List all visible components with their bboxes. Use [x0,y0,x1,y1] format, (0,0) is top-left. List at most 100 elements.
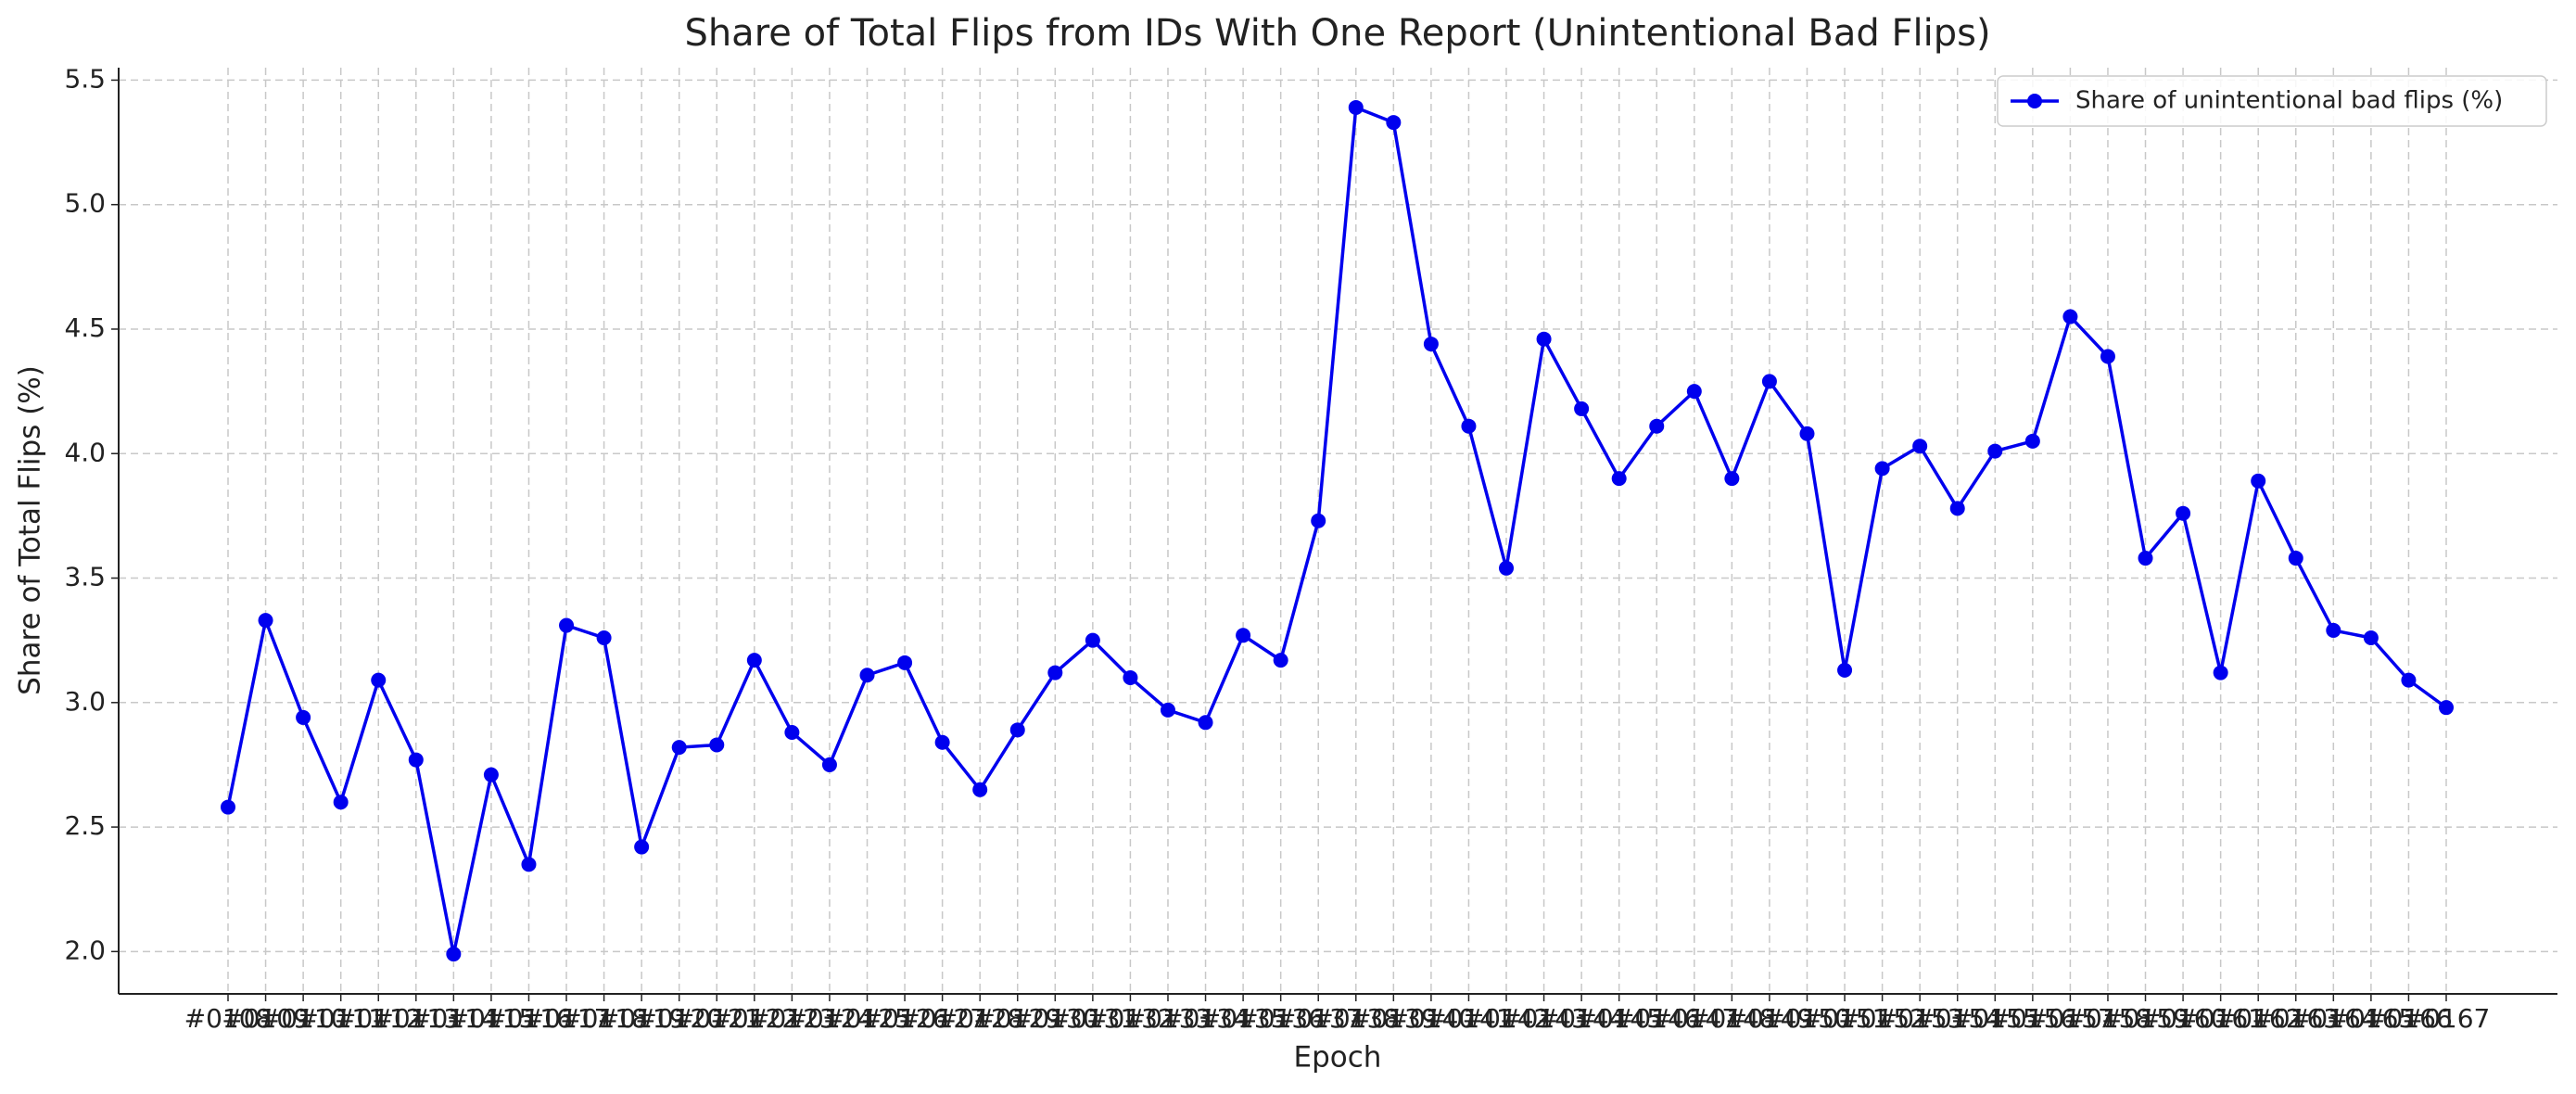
y-tick-label: 2.5 [64,810,106,841]
x-tick-label: #0158 [2064,1003,2152,1034]
x-tick-label: #0118 [560,1003,648,1034]
point [972,782,988,797]
point [2176,505,2191,521]
point [2100,349,2115,364]
x-tick-label: #0145 [1575,1003,1663,1034]
x-tick-label: #0143 [1500,1003,1588,1034]
point [1198,715,1213,731]
y-tick-label: 4.0 [64,437,106,467]
x-tick-label: #0139 [1350,1003,1438,1034]
point [2363,630,2379,645]
x-tick-label: #0113 [372,1003,460,1034]
x-tick-label: #0111 [297,1003,385,1034]
point [1047,665,1063,681]
y-tick-label: 3.0 [64,686,106,717]
point [1574,401,1590,416]
x-tick-label: #0131 [1049,1003,1137,1034]
x-tick-label: #0152 [1838,1003,1926,1034]
point [1123,669,1138,685]
x-tick-label: #0147 [1650,1003,1738,1034]
x-tick-label: #0148 [1688,1003,1776,1034]
point [1837,662,1853,678]
x-tick-label: #0130 [1011,1003,1099,1034]
point [784,725,800,741]
x-tick-label: #0153 [1876,1003,1964,1034]
y-tick-label: 2.0 [64,935,106,965]
point [258,613,273,629]
point [559,617,575,633]
x-tick-label: #0138 [1312,1003,1400,1034]
y-axis-label: Share of Total Flips (%) [14,365,47,695]
point [634,839,650,855]
x-tick-label: #0114 [410,1003,498,1034]
x-tick-label: #0135 [1199,1003,1288,1034]
point [333,795,349,810]
x-tick-label: #0149 [1726,1003,1814,1034]
x-tick-label: #0137 [1275,1003,1363,1034]
x-tick-label: #0132 [1086,1003,1174,1034]
x-tick-label: #0167 [2403,1003,2491,1034]
y-tick-label: 3.5 [64,562,106,592]
x-tick-label: #0142 [1463,1003,1551,1034]
x-tick-label: #0125 [823,1003,911,1034]
x-tick-label: #0124 [786,1003,874,1034]
x-tick-label: #0154 [1913,1003,2001,1034]
x-tick-label: #0166 [2365,1003,2453,1034]
chart-title: Share of Total Flips from IDs With One R… [684,12,1990,55]
x-tick-label: #0129 [973,1003,1061,1034]
x-tick-label: #0115 [448,1003,536,1034]
point [596,630,612,645]
point [746,653,762,668]
point [897,655,913,670]
x-tick-label: #0156 [1988,1003,2076,1034]
point [1874,461,1890,477]
point [1423,337,1439,352]
point [934,734,950,750]
x-tick-label: #0112 [335,1003,423,1034]
x-tick-label: #0122 [710,1003,798,1034]
point [2251,473,2266,489]
point [296,709,311,725]
point [1348,99,1364,115]
point [1724,471,1740,487]
point [2439,700,2454,716]
x-tick-label: #0141 [1425,1003,1513,1034]
x-tick-label: #0136 [1237,1003,1325,1034]
point [2401,672,2417,688]
point [1311,513,1326,528]
point [221,799,235,815]
point [1499,560,1515,576]
point [408,752,424,768]
point [446,947,462,962]
point [2326,622,2341,638]
x-tick-label: #0127 [898,1003,986,1034]
x-tick-label: #0140 [1388,1003,1476,1034]
point [483,767,499,782]
x-tick-label: #0146 [1613,1003,1701,1034]
point [1009,722,1025,738]
point [1386,115,1402,131]
x-tick-label: #0150 [1763,1003,1851,1034]
point [1085,632,1100,648]
x-axis-label: Epoch [1294,1041,1382,1075]
legend-marker [2027,94,2042,108]
y-tick-label: 5.5 [64,63,106,94]
point [371,672,387,688]
point [1536,331,1552,347]
point [1949,501,1965,516]
x-tick-label: #0123 [748,1003,836,1034]
x-tick-label: #0144 [1538,1003,1626,1034]
point [521,857,537,872]
point [1273,653,1288,668]
point [2288,551,2303,566]
x-tick-label: #0119 [598,1003,686,1034]
x-tick-label: #0163 [2252,1003,2340,1034]
point [2062,309,2078,324]
point [2138,551,2153,566]
x-tick-label: #0133 [1124,1003,1212,1034]
x-tick-label: #0120 [635,1003,723,1034]
x-tick-label: #0128 [936,1003,1024,1034]
legend-box [1997,75,2547,127]
x-tick-label: #0164 [2290,1003,2378,1034]
x-tick-label: #0108 [184,1003,273,1034]
